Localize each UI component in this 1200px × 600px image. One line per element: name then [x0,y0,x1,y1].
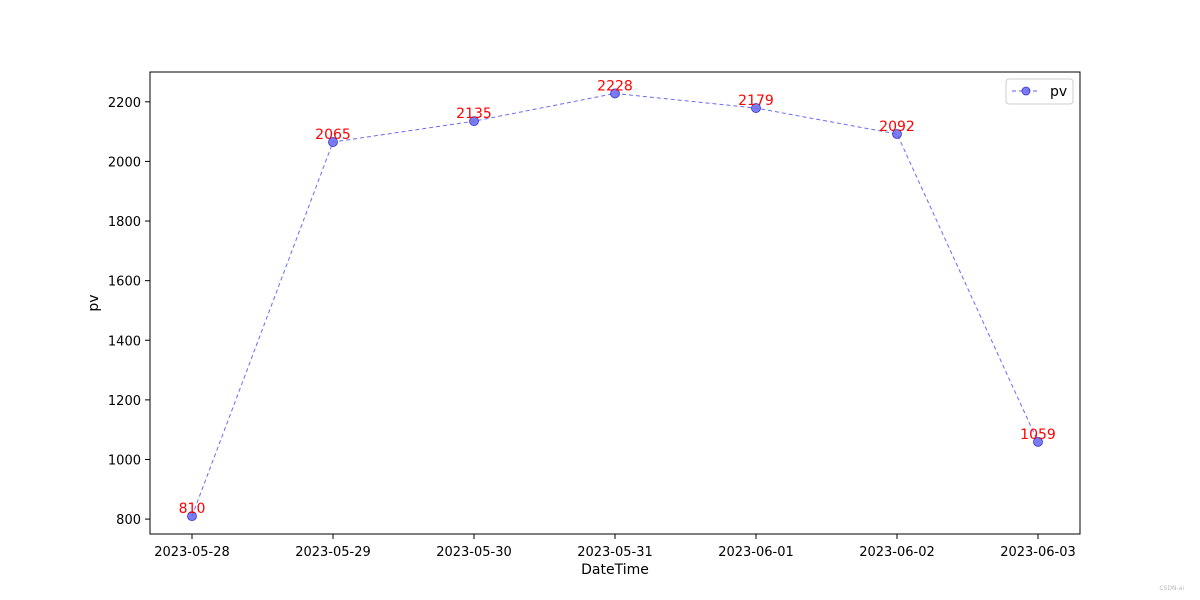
y-tick-label: 1600 [108,275,141,290]
data-point [610,88,620,99]
x-tick-label: 2023-05-29 [295,545,371,560]
y-tick-label: 800 [116,513,141,528]
y-tick-label: 1800 [108,215,141,230]
x-tick-label: 2023-05-28 [154,545,230,560]
x-tick-label: 2023-06-03 [1000,545,1076,560]
series-pv: 810 2065 2135 2228 2179 2092 1059 [179,78,1056,522]
y-tick-label: 1000 [108,453,141,468]
data-label: 2092 [879,119,915,135]
data-label: 2135 [456,106,492,122]
data-point [751,103,761,113]
data-point [1033,436,1043,447]
legend: pv [1005,78,1074,105]
y-axis: 800 1000 1200 1400 1600 1800 2000 2200 [108,96,150,528]
watermark: CSDN-ai [1159,585,1184,592]
x-tick-label: 2023-06-01 [718,545,794,560]
plot-area [149,71,1081,535]
data-point [469,116,479,127]
data-label: 1059 [1020,427,1056,443]
y-axis-title: pv [86,294,102,311]
data-point [328,137,338,147]
legend-box [1005,78,1074,105]
y-tick-label: 2000 [108,155,141,170]
data-point [892,129,902,139]
y-tick-label: 1400 [108,334,141,349]
x-tick-label: 2023-05-30 [436,545,512,560]
data-point [187,511,197,522]
legend-label: pv [1050,84,1067,100]
data-label: 2228 [597,78,633,94]
data-label: 810 [179,501,206,517]
data-label: 2179 [738,93,774,109]
x-axis: 2023-05-28 2023-05-29 2023-05-30 2023-05-31… [154,534,1076,560]
x-tick-label: 2023-05-31 [577,545,653,560]
legend-marker [1021,86,1031,96]
x-tick-label: 2023-06-02 [859,545,935,560]
y-tick-label: 1200 [108,394,141,409]
data-label: 2065 [315,127,351,143]
y-tick-label: 2200 [108,96,141,111]
x-axis-title: DateTime [581,562,649,578]
